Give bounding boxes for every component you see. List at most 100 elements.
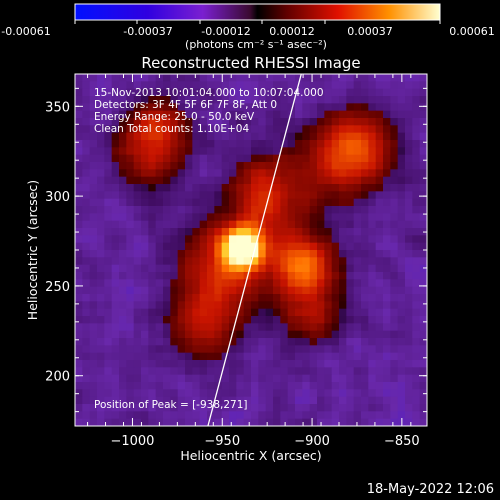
- heatmap-cell: [111, 235, 120, 244]
- heatmap-cell: [397, 374, 406, 383]
- heatmap-cell: [295, 110, 303, 119]
- heatmap-cell: [390, 118, 399, 126]
- heatmap-cell: [207, 176, 215, 185]
- heatmap-cell: [302, 382, 311, 390]
- heatmap-cell: [353, 169, 362, 178]
- heatmap-cell: [111, 132, 120, 141]
- heatmap-cell: [104, 316, 113, 324]
- heatmap-cell: [339, 140, 347, 148]
- heatmap-cell: [89, 110, 98, 119]
- heatmap-cell: [163, 294, 171, 302]
- heatmap-cell: [97, 301, 105, 310]
- heatmap-cell: [89, 132, 98, 141]
- heatmap-cell: [104, 220, 113, 229]
- heatmap-cell: [346, 140, 355, 148]
- heatmap-cell: [141, 389, 149, 398]
- heatmap-cell: [236, 184, 245, 192]
- heatmap-cell: [390, 198, 399, 207]
- heatmap-cell: [236, 418, 245, 426]
- heatmap-cell: [317, 176, 325, 185]
- heatmap-cell: [97, 242, 105, 251]
- heatmap-cell: [361, 235, 369, 244]
- heatmap-cell: [104, 389, 113, 398]
- heatmap-cell: [339, 345, 347, 354]
- heatmap-cell: [192, 257, 201, 266]
- heatmap-cell: [141, 264, 149, 273]
- heatmap-cell: [229, 198, 237, 207]
- heatmap-cell: [163, 242, 171, 251]
- colorbar-tick-label: 0.00037: [347, 25, 393, 38]
- heatmap-cell: [75, 301, 83, 310]
- heatmap-cell: [185, 301, 193, 310]
- heatmap-cell: [133, 418, 142, 426]
- heatmap-cell: [383, 352, 391, 361]
- heatmap-cell: [148, 367, 157, 376]
- heatmap-cell: [126, 74, 135, 82]
- heatmap-cell: [331, 308, 340, 317]
- heatmap-cell: [192, 184, 201, 192]
- heatmap-cell: [295, 272, 303, 280]
- heatmap-cell: [295, 96, 303, 104]
- heatmap-cell: [258, 367, 267, 376]
- heatmap-cell: [324, 191, 333, 200]
- heatmap-cell: [221, 206, 230, 214]
- heatmap-cell: [265, 235, 274, 244]
- heatmap-cell: [287, 418, 296, 426]
- heatmap-cell: [287, 154, 296, 163]
- heatmap-cell: [199, 308, 208, 317]
- annotation-block: 15-Nov-2013 10:01:04.000 to 10:07:04.000…: [94, 87, 324, 135]
- heatmap-cell: [383, 308, 391, 317]
- x-tick-label: −950: [204, 434, 240, 449]
- heatmap-cell: [82, 103, 91, 112]
- heatmap-cell: [273, 147, 281, 156]
- heatmap-cell: [75, 132, 83, 141]
- heatmap-cell: [302, 132, 311, 141]
- heatmap-cell: [419, 345, 427, 354]
- heatmap-cell: [273, 301, 281, 310]
- heatmap-cell: [163, 184, 171, 192]
- heatmap-cell: [324, 81, 333, 90]
- heatmap-cell: [397, 323, 406, 332]
- heatmap-cell: [82, 294, 91, 302]
- heatmap-cell: [111, 352, 120, 361]
- heatmap-cell: [331, 411, 340, 420]
- heatmap-cell: [229, 154, 237, 163]
- heatmap-cell: [324, 235, 333, 244]
- heatmap-cell: [185, 338, 193, 346]
- heatmap-cell: [82, 88, 91, 97]
- heatmap-cell: [251, 389, 259, 398]
- heatmap-cell: [170, 396, 179, 405]
- heatmap-cell: [412, 125, 421, 134]
- heatmap-cell: [331, 345, 340, 354]
- heatmap-cell: [383, 242, 391, 251]
- heatmap-cell: [141, 235, 149, 244]
- heatmap-cell: [331, 352, 340, 361]
- heatmap-cell: [192, 169, 201, 178]
- heatmap-cell: [280, 389, 289, 398]
- heatmap-cell: [383, 279, 391, 288]
- heatmap-cell: [192, 88, 201, 97]
- heatmap-cell: [375, 345, 384, 354]
- heatmap-cell: [170, 162, 179, 170]
- heatmap-cell: [412, 228, 421, 236]
- heatmap-cell: [148, 360, 157, 368]
- heatmap-cell: [148, 323, 157, 332]
- heatmap-cell: [317, 103, 325, 112]
- heatmap-cell: [97, 184, 105, 192]
- heatmap-cell: [273, 154, 281, 163]
- heatmap-cell: [192, 396, 201, 405]
- heatmap-cell: [97, 330, 105, 339]
- heatmap-cell: [383, 206, 391, 214]
- heatmap-cell: [111, 338, 120, 346]
- heatmap-cell: [353, 74, 362, 82]
- heatmap-cell: [185, 213, 193, 222]
- heatmap-cell: [412, 162, 421, 170]
- heatmap-cell: [368, 294, 377, 302]
- heatmap-cell: [383, 382, 391, 390]
- heatmap-cell: [383, 169, 391, 178]
- heatmap-cell: [89, 125, 98, 134]
- heatmap-cell: [273, 382, 281, 390]
- heatmap-cell: [346, 228, 355, 236]
- heatmap-cell: [405, 330, 413, 339]
